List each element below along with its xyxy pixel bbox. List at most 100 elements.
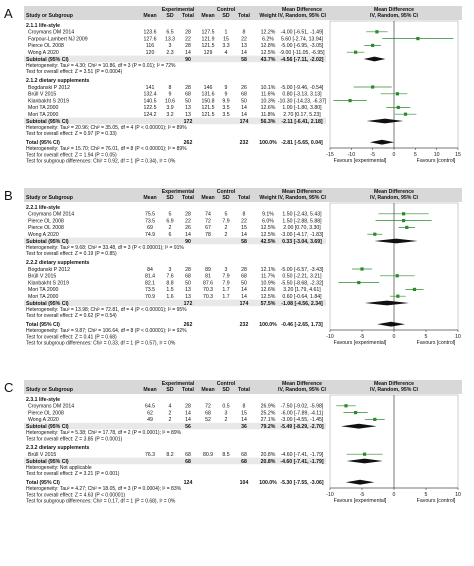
- point-estimate: [395, 92, 400, 96]
- mean-difference-ci: -9.00 [-11.05, -6.95]: [279, 50, 325, 56]
- point-estimate: [360, 267, 364, 271]
- mean-difference-ci: -5.00 [-9.46, -0.54]: [281, 85, 324, 91]
- favours-control-label: Favours [control]: [417, 340, 456, 346]
- subtotal-label: Subtotal (95% CI): [26, 424, 69, 430]
- ctrl-total: 50: [241, 280, 247, 286]
- heterogeneity-note: Test for overall effect: Z = 0.19 (P = 0…: [26, 251, 117, 257]
- subtotal-ctrl-total: 174: [240, 301, 249, 307]
- study-name: Farpour-Lambert NJ 2009: [28, 36, 88, 42]
- axis-tick-label: 10: [434, 152, 440, 158]
- exp-total: 28: [185, 43, 191, 49]
- ctrl-mean: 121.5: [202, 43, 215, 49]
- exp-sd: 3: [169, 267, 172, 273]
- control-header: Control: [217, 381, 236, 387]
- exp-sd: 1.5: [166, 287, 173, 293]
- total-label: Total (95% CI): [26, 140, 60, 146]
- md-plot-header: Mean Difference: [374, 381, 414, 387]
- md-plot-header: Mean Difference: [374, 189, 414, 195]
- mean-difference-ci: 1.00 [-1.80, 3.80]: [282, 105, 322, 111]
- weight: 12.6%: [261, 105, 276, 111]
- subgroup-title: 2.1.2 dietary supplements: [26, 78, 90, 84]
- ctrl-sd: 2: [225, 225, 228, 231]
- mean-difference-ci: -3.00 [-4.17, -1.83]: [281, 232, 324, 238]
- md-sub-header: IV, Random, 95% CI: [278, 13, 327, 19]
- mean-difference-ci: -7.50 [-9.02, -5.98]: [281, 404, 324, 410]
- ctrl-total: 14: [241, 287, 247, 293]
- axis-tick-label: -10: [326, 334, 334, 340]
- ctrl-total: 15: [241, 410, 247, 416]
- point-estimate: [371, 43, 375, 47]
- subtotal-ci: -5.49 [-8.29, -2.70]: [280, 424, 324, 430]
- sd-header: SD: [222, 387, 229, 393]
- ctrl-mean: 72: [205, 404, 211, 410]
- heterogeneity-note: Heterogeneity: Tau² = 13.98; Chi² = 72.8…: [26, 307, 187, 313]
- study-header: Study or Subgroup: [26, 195, 73, 201]
- exp-mean: 124.2: [144, 112, 157, 118]
- mean-header: Mean: [201, 13, 214, 19]
- ctrl-total: 14: [241, 294, 247, 300]
- exp-sd: 3: [169, 43, 172, 49]
- heterogeneity-note: Heterogeneity: Tau² = 20.96; Chi² = 35.0…: [26, 125, 187, 131]
- ctrl-sd: 0.5: [222, 404, 229, 410]
- weight-header: Weight: [259, 195, 276, 201]
- axis-tick-label: 10: [455, 334, 461, 340]
- ctrl-mean: 78: [205, 232, 211, 238]
- weight: 25.2%: [261, 410, 276, 416]
- ctrl-sd: 1.7: [222, 287, 229, 293]
- exp-sd: 5: [169, 212, 172, 218]
- exp-mean: 73.5: [145, 287, 155, 293]
- heterogeneity-note: Heterogeneity: Tau² = 15.70; Chi² = 76.0…: [26, 146, 187, 152]
- exp-sd: 6.5: [166, 30, 173, 36]
- subtotal-ctrl-total: 58: [241, 239, 247, 245]
- mean-header: Mean: [143, 387, 156, 393]
- exp-mean: 70.9: [145, 294, 155, 300]
- exp-mean: 73.5: [145, 218, 155, 224]
- point-estimate: [375, 30, 379, 34]
- exp-mean: 84: [147, 267, 153, 273]
- ctrl-sd: 3.3: [222, 43, 229, 49]
- favours-experimental-label: Favours [experimental]: [334, 158, 387, 164]
- weight: 12.1%: [261, 267, 276, 273]
- study-name: Croymans DM 2014: [28, 404, 74, 410]
- subtotal-band: [24, 457, 326, 465]
- mean-difference-ci: 3.20 [1.79, 4.61]: [283, 287, 321, 293]
- exp-sd: 7.6: [166, 274, 173, 280]
- pooled-diamond: [377, 321, 406, 327]
- ctrl-total: 28: [241, 267, 247, 273]
- ctrl-sd: 15: [223, 36, 229, 42]
- weight: 11.8%: [261, 112, 276, 118]
- total-ctrl-total: 104: [240, 480, 249, 486]
- subtotal-ci: -4.60 [-7.41, -1.79]: [280, 459, 324, 465]
- exp-sd: 2: [169, 225, 172, 231]
- total-ctrl-total: 232: [240, 322, 249, 328]
- point-estimate: [402, 219, 406, 223]
- heterogeneity-note: Heterogeneity: Tau² = 4.27; Chi² = 18.05…: [26, 486, 182, 492]
- heterogeneity-note: Heterogeneity: Tau² = 9.68; Chi² = 33.48…: [26, 245, 184, 251]
- exp-total: 28: [185, 30, 191, 36]
- ctrl-mean: 80.9: [203, 452, 213, 458]
- point-estimate: [348, 99, 352, 103]
- exp-sd: 13.3: [165, 36, 175, 42]
- exp-sd: 2.3: [166, 50, 173, 56]
- subtotal-weight: 42.5%: [261, 239, 276, 245]
- weight: 12.5%: [261, 50, 276, 56]
- mean-difference-ci: -10.30 [-14.23, -6.37]: [278, 98, 327, 104]
- subgroup-title: 2.3.2 dietary supplements: [26, 445, 90, 451]
- study-name: Mori TA 2000: [28, 294, 58, 300]
- ctrl-sd: 7.9: [222, 218, 229, 224]
- ctrl-total: 22: [241, 36, 247, 42]
- exp-mean: 62: [147, 410, 153, 416]
- mean-difference-ci: 2.70 [0.17, 5.23]: [283, 112, 321, 118]
- point-estimate: [373, 232, 377, 236]
- subtotal-weight: 56.3%: [261, 119, 276, 125]
- ctrl-sd: 7.9: [222, 280, 229, 286]
- ctrl-mean: 70.3: [203, 294, 213, 300]
- md-plot-sub-header: IV, Random, 95% CI: [370, 195, 419, 201]
- favours-experimental-label: Favours [experimental]: [334, 340, 387, 346]
- mean-difference-ci: 2.00 [0.70, 3.30]: [283, 225, 321, 231]
- exp-sd: 4: [169, 404, 172, 410]
- experimental-header: Experimental: [162, 189, 195, 195]
- ctrl-total: 14: [241, 112, 247, 118]
- axis-tick-label: 0: [393, 492, 396, 498]
- pooled-diamond: [346, 458, 383, 464]
